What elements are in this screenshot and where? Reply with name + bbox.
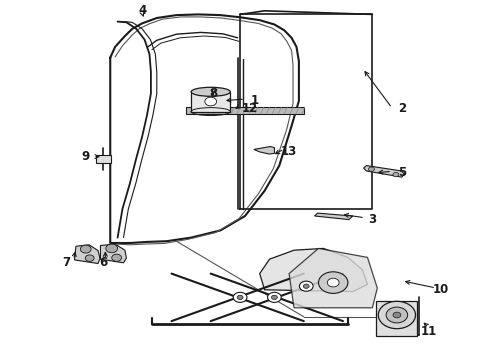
Circle shape bbox=[393, 172, 399, 177]
Circle shape bbox=[106, 244, 118, 253]
Circle shape bbox=[318, 272, 348, 293]
Polygon shape bbox=[186, 107, 304, 114]
Bar bbox=[376, 301, 417, 336]
Text: 1: 1 bbox=[251, 94, 259, 107]
Text: 8: 8 bbox=[209, 87, 217, 100]
Polygon shape bbox=[260, 248, 368, 292]
Text: 7: 7 bbox=[62, 256, 70, 269]
Circle shape bbox=[268, 292, 281, 302]
Circle shape bbox=[303, 284, 309, 288]
Circle shape bbox=[299, 281, 313, 291]
Polygon shape bbox=[74, 245, 100, 264]
Ellipse shape bbox=[191, 87, 230, 96]
Text: 13: 13 bbox=[281, 145, 297, 158]
Text: 3: 3 bbox=[368, 213, 376, 226]
Circle shape bbox=[368, 167, 374, 171]
Bar bbox=[96, 155, 111, 163]
Circle shape bbox=[112, 254, 122, 261]
Text: 9: 9 bbox=[82, 150, 90, 163]
Polygon shape bbox=[315, 213, 353, 220]
Circle shape bbox=[393, 312, 401, 318]
Circle shape bbox=[271, 295, 277, 300]
Circle shape bbox=[378, 301, 416, 329]
Text: 10: 10 bbox=[433, 283, 449, 296]
Circle shape bbox=[205, 97, 217, 106]
Text: 4: 4 bbox=[138, 4, 146, 17]
Circle shape bbox=[85, 255, 94, 261]
Text: 5: 5 bbox=[398, 166, 406, 179]
Circle shape bbox=[80, 245, 91, 253]
Polygon shape bbox=[289, 248, 377, 308]
Circle shape bbox=[327, 278, 339, 287]
Polygon shape bbox=[100, 244, 126, 263]
Text: 2: 2 bbox=[398, 102, 406, 114]
Circle shape bbox=[237, 295, 243, 300]
Circle shape bbox=[386, 307, 408, 323]
Text: 11: 11 bbox=[420, 325, 437, 338]
Text: 12: 12 bbox=[242, 102, 258, 114]
Text: 6: 6 bbox=[99, 256, 107, 269]
Bar bbox=[191, 92, 230, 112]
Polygon shape bbox=[364, 166, 404, 177]
Polygon shape bbox=[254, 147, 274, 154]
Circle shape bbox=[233, 292, 247, 302]
